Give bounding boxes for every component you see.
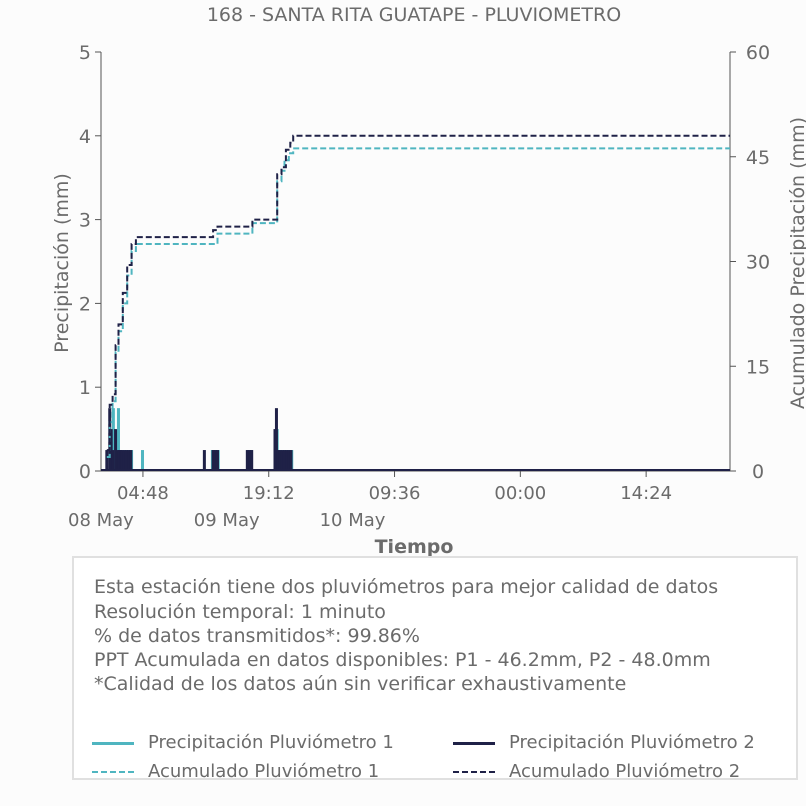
x-date-label: 08 May — [68, 510, 134, 531]
y2-axis-label: Acumulado Precipitación (mm) — [787, 117, 806, 409]
legend-label-acum1: Acumulado Pluviómetro 1 — [148, 761, 380, 782]
y2-tick-label: 45 — [746, 147, 770, 169]
note-line: % de datos transmitidos*: 99.86% — [94, 625, 420, 647]
precip-bar — [122, 450, 126, 471]
precip-bar — [140, 450, 144, 471]
x-date-label: 09 May — [194, 510, 260, 531]
precip-bar — [114, 429, 118, 471]
note-line: *Calidad de los datos aún sin verificar … — [94, 673, 627, 695]
precip-bar — [274, 408, 278, 471]
precip-bar — [285, 450, 289, 471]
precip-bar — [211, 450, 215, 471]
legend-label-p2: Precipitación Pluviómetro 2 — [509, 732, 755, 753]
y-tick-label: 2 — [79, 293, 91, 315]
precip-bar — [289, 450, 293, 471]
precip-bar — [278, 450, 282, 471]
x-axis-label: Tiempo — [375, 536, 454, 558]
note-line: Esta estación tiene dos pluviómetros par… — [94, 576, 719, 598]
precip-bar — [120, 450, 124, 471]
legend-swatch-acum1 — [92, 771, 134, 773]
y-tick-label: 0 — [79, 461, 91, 483]
cumulative-line — [106, 147, 730, 458]
precip-bar — [245, 450, 249, 471]
chart-title: 168 - SANTA RITA GUATAPE - PLUVIOMETRO — [207, 4, 621, 26]
legend-box: Esta estación tiene dos pluviómetros par… — [72, 556, 798, 782]
precip-bar — [213, 450, 217, 471]
precip-bar — [111, 450, 115, 471]
y2-tick-label: 60 — [746, 42, 770, 64]
y-axis-label: Precipitación (mm) — [51, 173, 73, 353]
legend-label-p1: Precipitación Pluviómetro 1 — [148, 732, 394, 753]
x-tick-label: 19:12 — [243, 483, 295, 504]
x-tick-label: 14:24 — [620, 483, 672, 504]
x-date-label: 10 May — [320, 510, 386, 531]
precip-bar — [248, 450, 252, 471]
precip-bar — [215, 450, 219, 471]
note-line: Resolución temporal: 1 minuto — [94, 601, 386, 623]
precip-bar — [280, 450, 284, 471]
legend-swatch-p2 — [453, 742, 495, 745]
precip-bar — [276, 450, 280, 471]
precip-bar — [105, 450, 109, 471]
legend-swatch-p1 — [92, 742, 134, 745]
precip-bar — [282, 450, 286, 471]
y-tick-label: 5 — [79, 42, 91, 64]
legend-swatch-acum2 — [453, 771, 495, 773]
y-tick-label: 3 — [79, 210, 91, 232]
precip-bar — [129, 450, 133, 471]
legend-label-acum2: Acumulado Pluviómetro 2 — [509, 761, 741, 782]
precip-bar — [116, 408, 120, 471]
y2-tick-label: 15 — [746, 356, 770, 378]
x-tick-label: 09:36 — [369, 483, 421, 504]
y2-tick-label: 30 — [746, 252, 770, 274]
precip-bar — [250, 450, 254, 471]
precip-bar — [124, 450, 128, 471]
precip-bar — [287, 450, 291, 471]
y-tick-label: 4 — [79, 126, 91, 148]
cumulative-line — [106, 134, 730, 452]
precip-bar — [202, 450, 206, 471]
precip-bar — [127, 450, 131, 471]
note-line: PPT Acumulada en datos disponibles: P1 -… — [94, 649, 711, 671]
y-tick-label: 1 — [79, 377, 91, 399]
y2-tick-label: 0 — [752, 461, 764, 483]
chart: 168 - SANTA RITA GUATAPE - PLUVIOMETRO 0… — [51, 4, 806, 558]
x-tick-label: 00:00 — [494, 483, 546, 504]
x-tick-label: 04:48 — [117, 483, 169, 504]
